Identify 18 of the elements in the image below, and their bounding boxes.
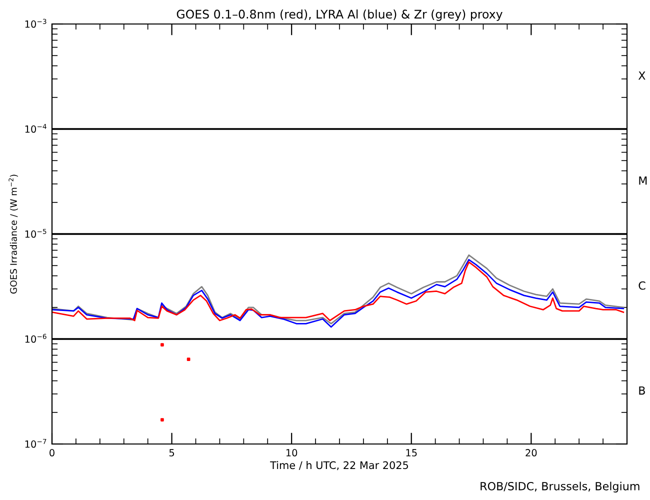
chart-title: GOES 0.1–0.8nm (red), LYRA Al (blue) & Zr (grey) proxy: [176, 9, 502, 21]
x-tick-label: 5: [169, 449, 174, 456]
y-tick-label: 10$^{−3}$: [25, 18, 46, 28]
y-tick-label: 10$^{−7}$: [25, 438, 46, 448]
y-tick-label: 10$^{−4}$: [25, 124, 46, 133]
x-tick-label: 10: [286, 449, 298, 456]
x-axis-title: Time / h UTC, 22 Mar 2025: [270, 461, 408, 470]
x-tick-label: 20: [526, 449, 537, 456]
y-tick-label: 10$^{−6}$: [25, 334, 46, 343]
text: ROB/SIDC, Brussels, Belgium: [480, 482, 640, 492]
text: C: [638, 281, 646, 290]
x-tick-label: 0: [50, 449, 54, 456]
y-tick-label: 10$^{−5}$: [25, 228, 46, 238]
x-tick-label: 15: [406, 449, 417, 456]
text: B: [639, 386, 645, 395]
y-axis-title: GOES Irradiance / (W m$^{−2}$): [8, 174, 18, 294]
text: M: [639, 176, 647, 185]
text: X: [638, 71, 646, 80]
